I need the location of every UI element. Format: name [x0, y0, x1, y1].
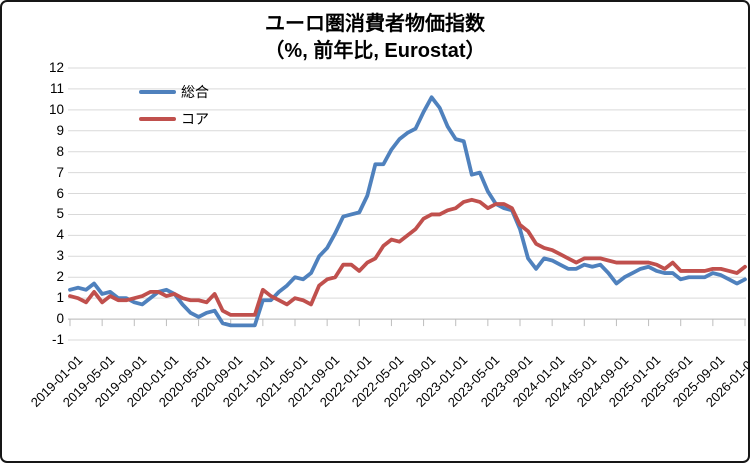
y-axis-label: 1: [56, 290, 64, 306]
y-axis-label: 7: [56, 164, 64, 180]
chart-title-block: ユーロ圏消費者物価指数 （%, 前年比, Eurostat）: [2, 11, 748, 65]
y-axis-label: 11: [49, 80, 64, 96]
y-axis-label: 10: [48, 101, 64, 117]
y-axis-label: 5: [56, 206, 64, 222]
y-axis-label: 12: [48, 60, 64, 75]
legend-item-core: コア: [139, 112, 209, 126]
y-axis-label: 2: [56, 269, 64, 285]
legend-item-headline: 総合: [139, 85, 209, 99]
legend-label-headline: 総合: [181, 84, 209, 100]
y-axis-label: 8: [56, 143, 64, 159]
y-axis-label: 6: [56, 185, 64, 201]
y-axis-label: 4: [56, 227, 64, 243]
legend-label-core: コア: [181, 111, 209, 127]
core-line-swatch: [139, 117, 176, 121]
legend: 総合 コア: [139, 85, 209, 139]
chart-subtitle: （%, 前年比, Eurostat）: [264, 40, 486, 62]
y-axis-label: 0: [56, 311, 64, 327]
y-axis-label: -1: [51, 332, 64, 347]
y-axis-label: 9: [56, 122, 64, 138]
series-line-headline: [68, 95, 747, 328]
chart-title: ユーロ圏消費者物価指数: [265, 13, 485, 35]
y-axis-label: 3: [56, 248, 64, 264]
series-line-core: [68, 197, 747, 317]
headline-line-swatch: [139, 90, 176, 94]
